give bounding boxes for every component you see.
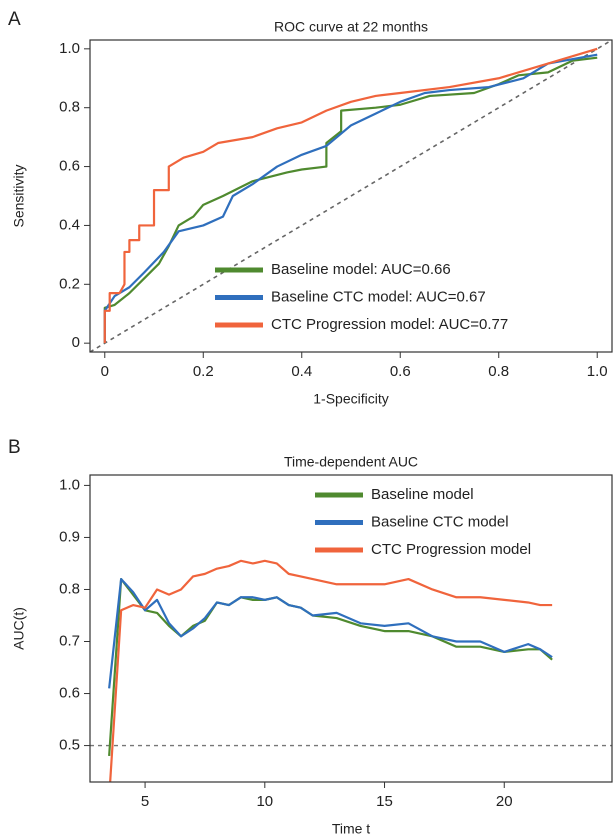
y-tick-label: 0.6 xyxy=(59,685,80,702)
legend-label: CTC Progression model: AUC=0.77 xyxy=(271,316,508,333)
x-tick-label: 0 xyxy=(101,363,109,380)
x-tick-label: 0.6 xyxy=(390,363,411,380)
y-tick-label: 0.4 xyxy=(59,216,80,233)
legend-label: Baseline model: AUC=0.66 xyxy=(271,261,451,278)
y-axis-label: Sensitivity xyxy=(11,164,27,227)
series-line xyxy=(108,577,553,689)
axes-frame xyxy=(89,474,613,783)
y-tick-label: 0.7 xyxy=(59,632,80,649)
x-tick-label: 0.8 xyxy=(488,363,509,380)
y-axis-label: AUC(t) xyxy=(11,607,27,650)
series-line xyxy=(109,559,553,782)
x-tick-label: 0.2 xyxy=(193,363,214,380)
x-axis-label: 1-Specificity xyxy=(313,391,388,407)
diagonal-line xyxy=(90,40,612,352)
x-axis-label: Time t xyxy=(332,821,370,837)
x-tick-label: 5 xyxy=(141,793,149,810)
plot-area xyxy=(90,40,612,352)
chart-title: Time-dependent AUC xyxy=(284,454,418,470)
y-tick-label: 0.5 xyxy=(59,737,80,754)
series-line xyxy=(108,577,553,757)
series-line xyxy=(103,47,598,344)
panel-label: B xyxy=(8,437,21,458)
x-tick-label: 10 xyxy=(256,793,273,810)
axes-frame xyxy=(89,39,613,353)
y-tick-label: 0.8 xyxy=(59,99,80,116)
y-tick-label: 1.0 xyxy=(59,40,80,57)
panel-label: A xyxy=(8,9,21,30)
x-tick-label: 20 xyxy=(496,793,513,810)
y-tick-label: 0.2 xyxy=(59,275,80,292)
plot-area xyxy=(90,559,612,782)
y-tick-label: 0.8 xyxy=(59,580,80,597)
series-line xyxy=(103,53,598,344)
y-tick-label: 1.0 xyxy=(59,476,80,493)
y-tick-label: 0 xyxy=(72,334,80,351)
y-tick-label: 0.6 xyxy=(59,158,80,175)
y-tick-label: 0.9 xyxy=(59,528,80,545)
x-tick-label: 1.0 xyxy=(587,363,608,380)
x-tick-label: 0.4 xyxy=(291,363,312,380)
legend-label: CTC Progression model xyxy=(371,541,531,558)
chart-title: ROC curve at 22 months xyxy=(274,19,428,35)
legend-label: Baseline model xyxy=(371,486,474,503)
legend-label: Baseline CTC model: AUC=0.67 xyxy=(271,288,486,305)
legend-label: Baseline CTC model xyxy=(371,513,509,530)
x-tick-label: 15 xyxy=(376,793,393,810)
